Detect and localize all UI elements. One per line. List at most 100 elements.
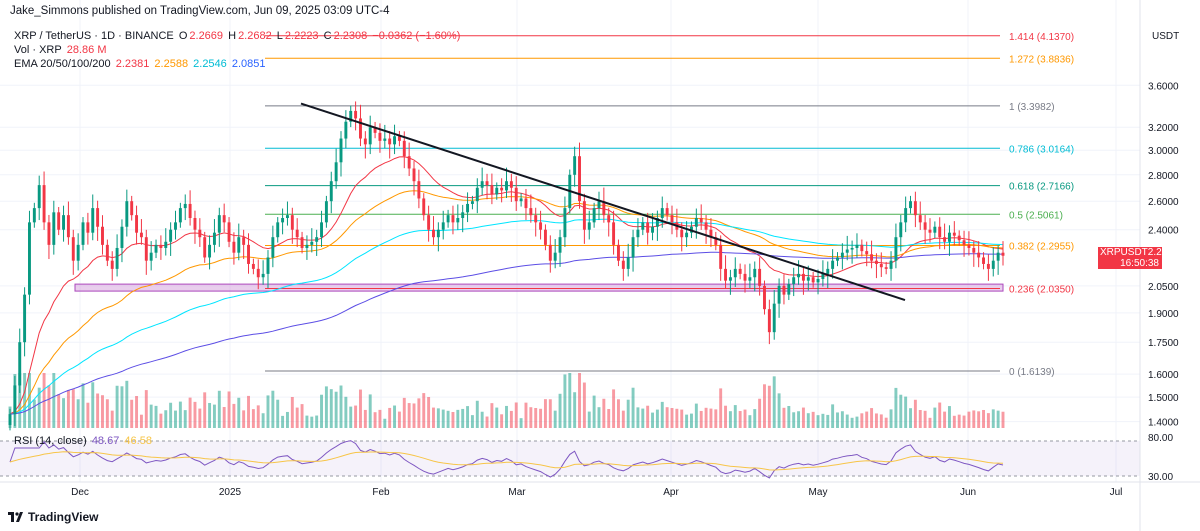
candle-body bbox=[782, 285, 786, 295]
volume-bar bbox=[266, 395, 270, 428]
y-tick-label: 1.5000 bbox=[1148, 393, 1179, 404]
volume-bar bbox=[996, 410, 1000, 428]
candle-body bbox=[115, 247, 119, 269]
volume-bar bbox=[850, 417, 854, 428]
volume-bar bbox=[777, 393, 781, 428]
volume-bar bbox=[709, 408, 713, 428]
candle-body bbox=[651, 226, 654, 233]
candle-body bbox=[334, 162, 338, 182]
y-tick-label: 3.0000 bbox=[1148, 146, 1179, 157]
fib-label: 1.272 (3.8836) bbox=[1009, 54, 1074, 65]
trendline bbox=[300, 102, 906, 301]
candle-body bbox=[183, 203, 187, 209]
volume-bar bbox=[1001, 411, 1005, 428]
volume-bar bbox=[753, 409, 757, 428]
candle-body bbox=[310, 241, 314, 245]
volume-bar bbox=[553, 410, 557, 428]
volume-bar bbox=[344, 396, 348, 428]
candle-body bbox=[490, 185, 494, 195]
candle-body bbox=[427, 215, 431, 230]
candle-body bbox=[972, 247, 976, 253]
volume-legend: Vol · XRP 28.86 M bbox=[14, 43, 109, 57]
candle-body bbox=[475, 187, 479, 202]
fib-label: 0.382 (2.2955) bbox=[1009, 242, 1074, 253]
volume-bar bbox=[690, 413, 693, 428]
volume-bar bbox=[412, 403, 416, 428]
candle-body bbox=[237, 237, 241, 253]
candle-body bbox=[62, 215, 66, 230]
vol-value: 28.86 M bbox=[66, 44, 107, 56]
volume-bar bbox=[368, 394, 372, 428]
candle-body bbox=[81, 222, 85, 245]
candle-body bbox=[529, 208, 533, 216]
candle-body bbox=[32, 208, 36, 223]
rsi-tick-label: 80.00 bbox=[1148, 433, 1173, 444]
volume-bar bbox=[188, 397, 192, 428]
volume-bar bbox=[724, 405, 728, 428]
volume-bar bbox=[208, 402, 212, 428]
candle-body bbox=[836, 257, 839, 261]
volume-bar bbox=[865, 411, 869, 428]
fib-label: 0.786 (3.0164) bbox=[1009, 144, 1074, 155]
rsi-pane: 80.00 30.00 bbox=[0, 433, 1173, 483]
y-tick-label: 2.4000 bbox=[1148, 226, 1179, 237]
volume-bar bbox=[446, 410, 450, 428]
volume-bar bbox=[977, 411, 981, 428]
volume-bar bbox=[378, 409, 382, 428]
candle-body bbox=[543, 229, 547, 245]
volume-bar bbox=[300, 404, 304, 428]
candle-body bbox=[855, 244, 859, 248]
candle-body bbox=[247, 244, 250, 264]
volume-bar bbox=[222, 407, 226, 428]
volume-bar bbox=[86, 402, 90, 428]
volume-bar bbox=[947, 406, 951, 428]
volume-bar bbox=[801, 407, 805, 428]
volume-bar bbox=[889, 409, 893, 428]
candle-body bbox=[76, 244, 80, 261]
current-price-tag: XRPUSDT 2.2308 16:50:38 bbox=[1098, 247, 1178, 269]
volume-bar bbox=[651, 412, 654, 428]
volume-bar bbox=[198, 408, 202, 428]
volume-bar bbox=[62, 398, 66, 428]
volume-bar bbox=[281, 415, 285, 428]
candle-body bbox=[587, 222, 591, 230]
candle-body bbox=[524, 198, 528, 209]
tradingview-logo[interactable]: TradingView bbox=[8, 510, 98, 524]
candle-body bbox=[811, 277, 815, 283]
rsi-line bbox=[9, 440, 1004, 479]
volume-bar bbox=[636, 407, 640, 428]
candle-body bbox=[840, 252, 844, 258]
volume-bar bbox=[315, 415, 319, 428]
candle-body bbox=[758, 268, 762, 286]
x-tick-label: May bbox=[809, 487, 828, 498]
candle-body bbox=[466, 203, 470, 213]
candle-body bbox=[889, 260, 893, 269]
volume-bar bbox=[748, 415, 752, 428]
candle-body bbox=[899, 222, 903, 238]
volume-bar bbox=[767, 385, 771, 428]
candle-body bbox=[719, 244, 723, 269]
candle-body bbox=[714, 237, 718, 245]
volume-bar bbox=[826, 414, 830, 428]
volume-bar bbox=[616, 399, 620, 428]
candle-body bbox=[378, 132, 382, 141]
candle-body bbox=[748, 277, 752, 281]
candle-body bbox=[422, 198, 426, 216]
volume-bar bbox=[422, 393, 426, 428]
volume-bar bbox=[359, 389, 362, 428]
candle-body bbox=[641, 222, 645, 230]
candle-body bbox=[670, 215, 674, 223]
candle-body bbox=[621, 260, 625, 269]
candle-body bbox=[193, 218, 197, 230]
volume-bar bbox=[602, 398, 606, 428]
ohlc-h-label: H bbox=[228, 30, 237, 42]
fib-levels: 1.414 (4.1370) 1.272 (3.8836) 1 (3.3982) 0.… bbox=[265, 32, 1074, 378]
volume-bar bbox=[441, 409, 445, 428]
volume-bar bbox=[466, 406, 470, 428]
candle-body bbox=[37, 185, 41, 209]
volume-bar bbox=[81, 383, 85, 428]
volume-bar bbox=[417, 398, 421, 428]
candle-body bbox=[232, 241, 236, 253]
volume-bar bbox=[66, 390, 70, 428]
